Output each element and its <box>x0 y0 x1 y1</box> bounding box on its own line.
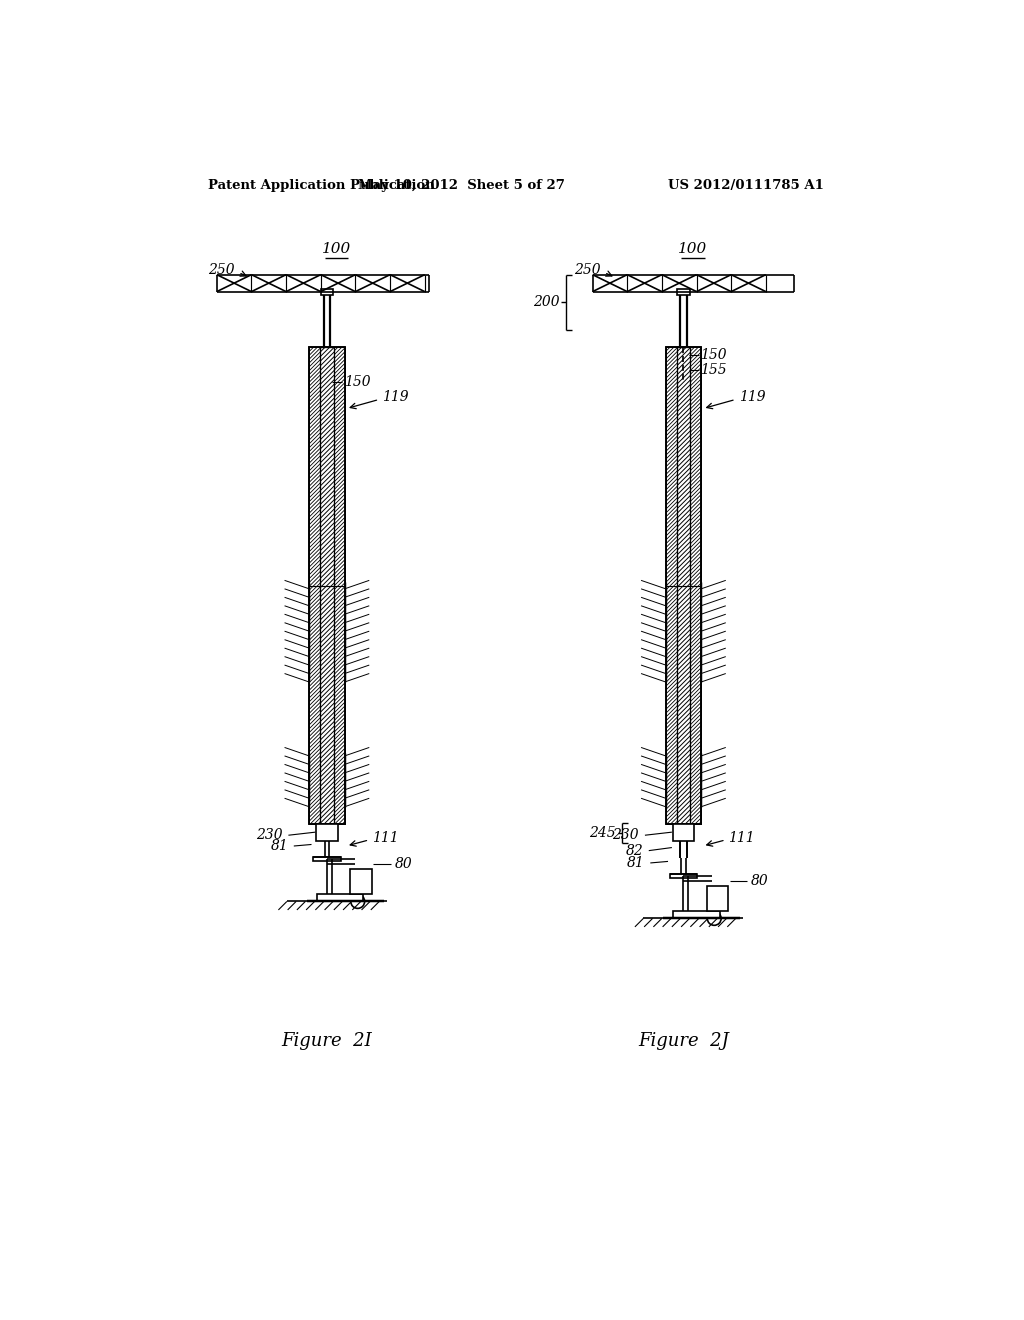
Text: 111: 111 <box>372 832 398 845</box>
Bar <box>309 347 345 825</box>
Text: 81: 81 <box>270 840 289 853</box>
Bar <box>677 347 690 825</box>
Bar <box>666 347 701 825</box>
Bar <box>321 289 333 294</box>
Text: 82: 82 <box>626 843 643 858</box>
Bar <box>677 347 690 825</box>
Bar <box>690 347 701 825</box>
Bar <box>673 825 694 841</box>
Bar <box>677 289 689 294</box>
Bar <box>309 347 345 825</box>
Text: 80: 80 <box>394 858 413 871</box>
Text: 111: 111 <box>728 832 755 845</box>
Text: 81: 81 <box>627 855 645 870</box>
Bar <box>707 886 728 911</box>
Text: 230: 230 <box>256 828 283 842</box>
Bar <box>670 874 697 878</box>
Text: 100: 100 <box>322 242 351 256</box>
Text: 150: 150 <box>700 347 727 362</box>
Text: US 2012/0111785 A1: US 2012/0111785 A1 <box>668 178 823 191</box>
Bar <box>309 347 321 825</box>
Bar <box>316 825 338 841</box>
Text: 119: 119 <box>739 391 766 404</box>
Bar <box>321 347 334 825</box>
Text: 100: 100 <box>678 242 708 256</box>
Text: Patent Application Publication: Patent Application Publication <box>208 178 434 191</box>
Text: 250: 250 <box>573 263 600 277</box>
Bar <box>674 911 720 919</box>
Bar <box>321 347 334 825</box>
Bar <box>666 347 677 825</box>
Text: 250: 250 <box>208 263 234 277</box>
Text: 150: 150 <box>344 375 371 388</box>
Bar <box>316 894 364 902</box>
Bar <box>334 347 345 825</box>
Bar <box>666 347 701 825</box>
Text: May 10, 2012  Sheet 5 of 27: May 10, 2012 Sheet 5 of 27 <box>358 178 565 191</box>
Text: 80: 80 <box>752 874 769 888</box>
Bar <box>690 347 701 825</box>
Bar <box>350 869 372 894</box>
Text: 200: 200 <box>532 296 559 309</box>
Text: 230: 230 <box>612 828 639 842</box>
Text: Figure  2J: Figure 2J <box>638 1032 729 1051</box>
Text: 245: 245 <box>589 826 615 840</box>
Bar <box>334 347 345 825</box>
Text: Figure  2I: Figure 2I <box>282 1032 373 1051</box>
Text: 119: 119 <box>382 391 409 404</box>
Bar <box>309 347 321 825</box>
Bar <box>313 857 341 861</box>
Bar <box>666 347 677 825</box>
Text: 155: 155 <box>700 363 727 378</box>
